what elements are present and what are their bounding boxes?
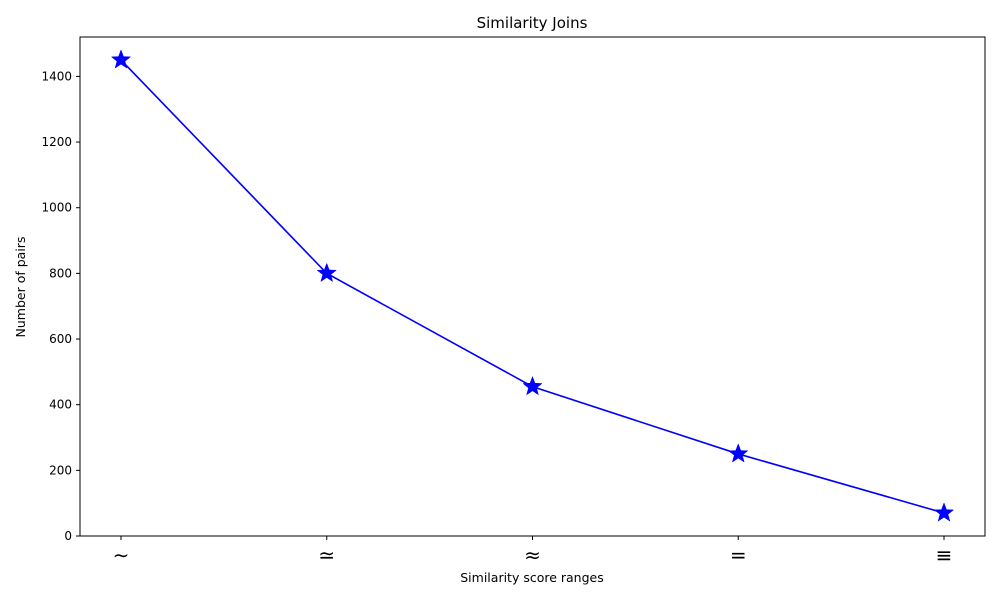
x-tick-label: ∼ <box>113 543 130 567</box>
star-marker <box>110 49 132 69</box>
y-tick-label: 1400 <box>41 69 72 83</box>
plot-layer <box>110 49 955 522</box>
y-tick-label: 400 <box>49 398 72 412</box>
x-tick-label: ≡ <box>936 543 953 567</box>
y-tick-label: 1000 <box>41 201 72 215</box>
chart-title: Similarity Joins <box>477 14 588 32</box>
star-marker <box>933 502 955 522</box>
star-marker <box>316 262 337 283</box>
x-axis: ∼ ≃ ≈ = ≡ <box>113 536 953 567</box>
x-axis-title: Similarity score ranges <box>460 570 604 585</box>
star-marker <box>728 443 749 463</box>
x-tick-label: ≃ <box>318 543 335 567</box>
y-axis: 0 200 400 600 800 1000 1200 1400 <box>41 69 80 543</box>
y-tick-label: 1200 <box>41 135 72 149</box>
y-tick-label: 600 <box>49 332 72 346</box>
y-tick-label: 200 <box>49 463 72 477</box>
x-tick-label: = <box>730 543 747 567</box>
y-axis-title: Number of pairs <box>13 237 28 338</box>
y-tick-label: 0 <box>64 529 72 543</box>
x-tick-label: ≈ <box>524 543 541 567</box>
star-marker <box>522 375 543 396</box>
y-tick-label: 800 <box>49 266 72 280</box>
